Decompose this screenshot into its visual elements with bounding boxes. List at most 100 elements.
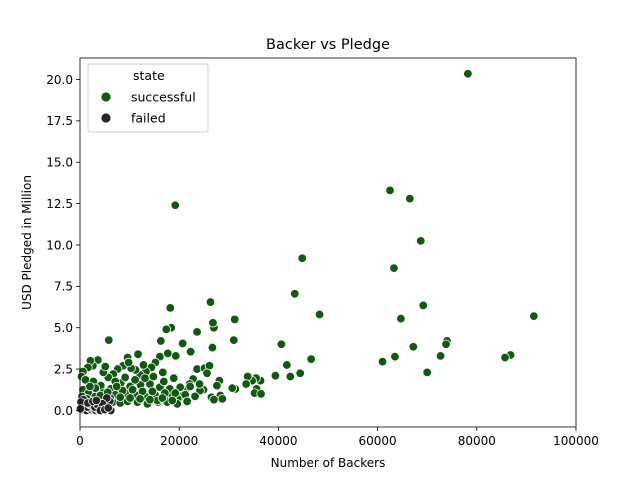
legend-title: state — [133, 68, 165, 83]
successful-point — [418, 300, 428, 311]
successful-point — [185, 381, 195, 392]
successful-point — [385, 185, 395, 196]
legend: state successful failed — [87, 63, 209, 133]
successful-point — [205, 297, 216, 307]
successful-point — [270, 371, 281, 381]
successful-point — [145, 394, 155, 405]
successful-point — [120, 372, 130, 383]
successful-point — [85, 381, 95, 392]
successful-point — [100, 361, 110, 372]
successful-point — [229, 335, 239, 345]
y-axis-ticks: 0.0 2.5 5.0 7.5 10.0 12.5 15.0 17.5 20.0 — [46, 73, 80, 418]
x-tick-label: 0 — [76, 434, 84, 448]
y-tick-label: 20.0 — [46, 73, 73, 87]
successful-point — [422, 367, 432, 378]
successful-point — [463, 69, 473, 79]
successful-point — [167, 395, 177, 406]
failed-point — [103, 403, 113, 413]
legend-label-failed: failed — [131, 111, 166, 126]
y-axis-label: USD Pledged in Million — [20, 175, 34, 310]
successful-point — [163, 348, 173, 359]
successful-point — [192, 327, 202, 337]
y-tick-label: 5.0 — [54, 321, 73, 335]
successful-point — [405, 193, 415, 204]
successful-point — [169, 373, 179, 383]
x-tick-label: 60000 — [359, 434, 397, 448]
successful-point — [212, 380, 222, 391]
successful-point — [147, 386, 158, 397]
successful-point — [396, 313, 406, 324]
successful-point — [138, 360, 149, 370]
successful-point — [133, 349, 143, 359]
successful-point — [290, 289, 300, 299]
successful-point — [112, 381, 122, 392]
y-tick-label: 7.5 — [54, 280, 73, 294]
axes-frame — [79, 57, 577, 428]
successful-point — [306, 354, 316, 364]
successful-point — [170, 200, 180, 210]
successful-point — [115, 392, 125, 402]
legend-marker-successful — [100, 91, 112, 103]
x-axis-ticks: 0 20000 40000 60000 80000 100000 — [76, 427, 599, 448]
x-tick-label: 20000 — [160, 434, 198, 448]
successful-point — [408, 342, 419, 352]
successful-point — [202, 368, 212, 378]
successful-point — [416, 236, 426, 246]
successful-point — [377, 356, 388, 367]
successful-point — [123, 357, 134, 368]
legend-box — [87, 63, 209, 133]
successful-point — [130, 375, 140, 385]
successful-point — [390, 351, 400, 362]
successful-point — [140, 373, 150, 383]
successful-point — [256, 389, 266, 399]
successful-point — [389, 263, 399, 273]
successful-point — [148, 371, 159, 382]
y-tick-label: 15.0 — [46, 156, 73, 170]
successful-point — [158, 367, 168, 378]
successful-point — [207, 342, 218, 353]
x-axis-label: Number of Backers — [271, 456, 386, 470]
successful-point — [435, 351, 446, 361]
y-tick-label: 17.5 — [46, 114, 73, 128]
successful-point — [190, 391, 200, 402]
y-tick-label: 10.0 — [46, 238, 73, 252]
successful-point — [171, 351, 181, 361]
successful-point — [156, 336, 166, 346]
x-tick-label: 100000 — [553, 434, 599, 448]
successful-point — [295, 368, 305, 378]
failed-point — [91, 395, 102, 406]
successful-point — [159, 376, 169, 387]
successful-point — [125, 393, 135, 403]
successful-point — [227, 383, 237, 393]
successful-point — [529, 311, 539, 321]
y-tick-label: 2.5 — [54, 362, 73, 376]
successful-point — [209, 394, 219, 405]
successful-point — [500, 352, 510, 363]
legend-marker-failed — [100, 112, 112, 124]
successful-point — [297, 253, 307, 263]
successful-points — [76, 69, 539, 409]
successful-point — [208, 318, 218, 328]
successful-point — [165, 303, 175, 313]
successful-point — [314, 309, 325, 320]
y-tick-label: 0.0 — [54, 404, 73, 418]
x-tick-label: 40000 — [259, 434, 297, 448]
successful-point — [185, 347, 196, 357]
successful-point — [135, 394, 145, 404]
successful-point — [194, 379, 205, 389]
successful-point — [282, 360, 292, 370]
failed-points — [75, 393, 116, 416]
successful-point — [230, 314, 240, 325]
successful-point — [217, 394, 228, 404]
failed-point — [75, 404, 86, 414]
successful-point — [161, 324, 172, 335]
x-tick-label: 80000 — [458, 434, 496, 448]
successful-point — [177, 338, 188, 349]
successful-point — [441, 339, 451, 349]
successful-point — [104, 335, 114, 345]
successful-point — [157, 393, 168, 403]
successful-point — [127, 385, 138, 395]
successful-point — [276, 339, 287, 349]
successful-point — [182, 396, 192, 407]
